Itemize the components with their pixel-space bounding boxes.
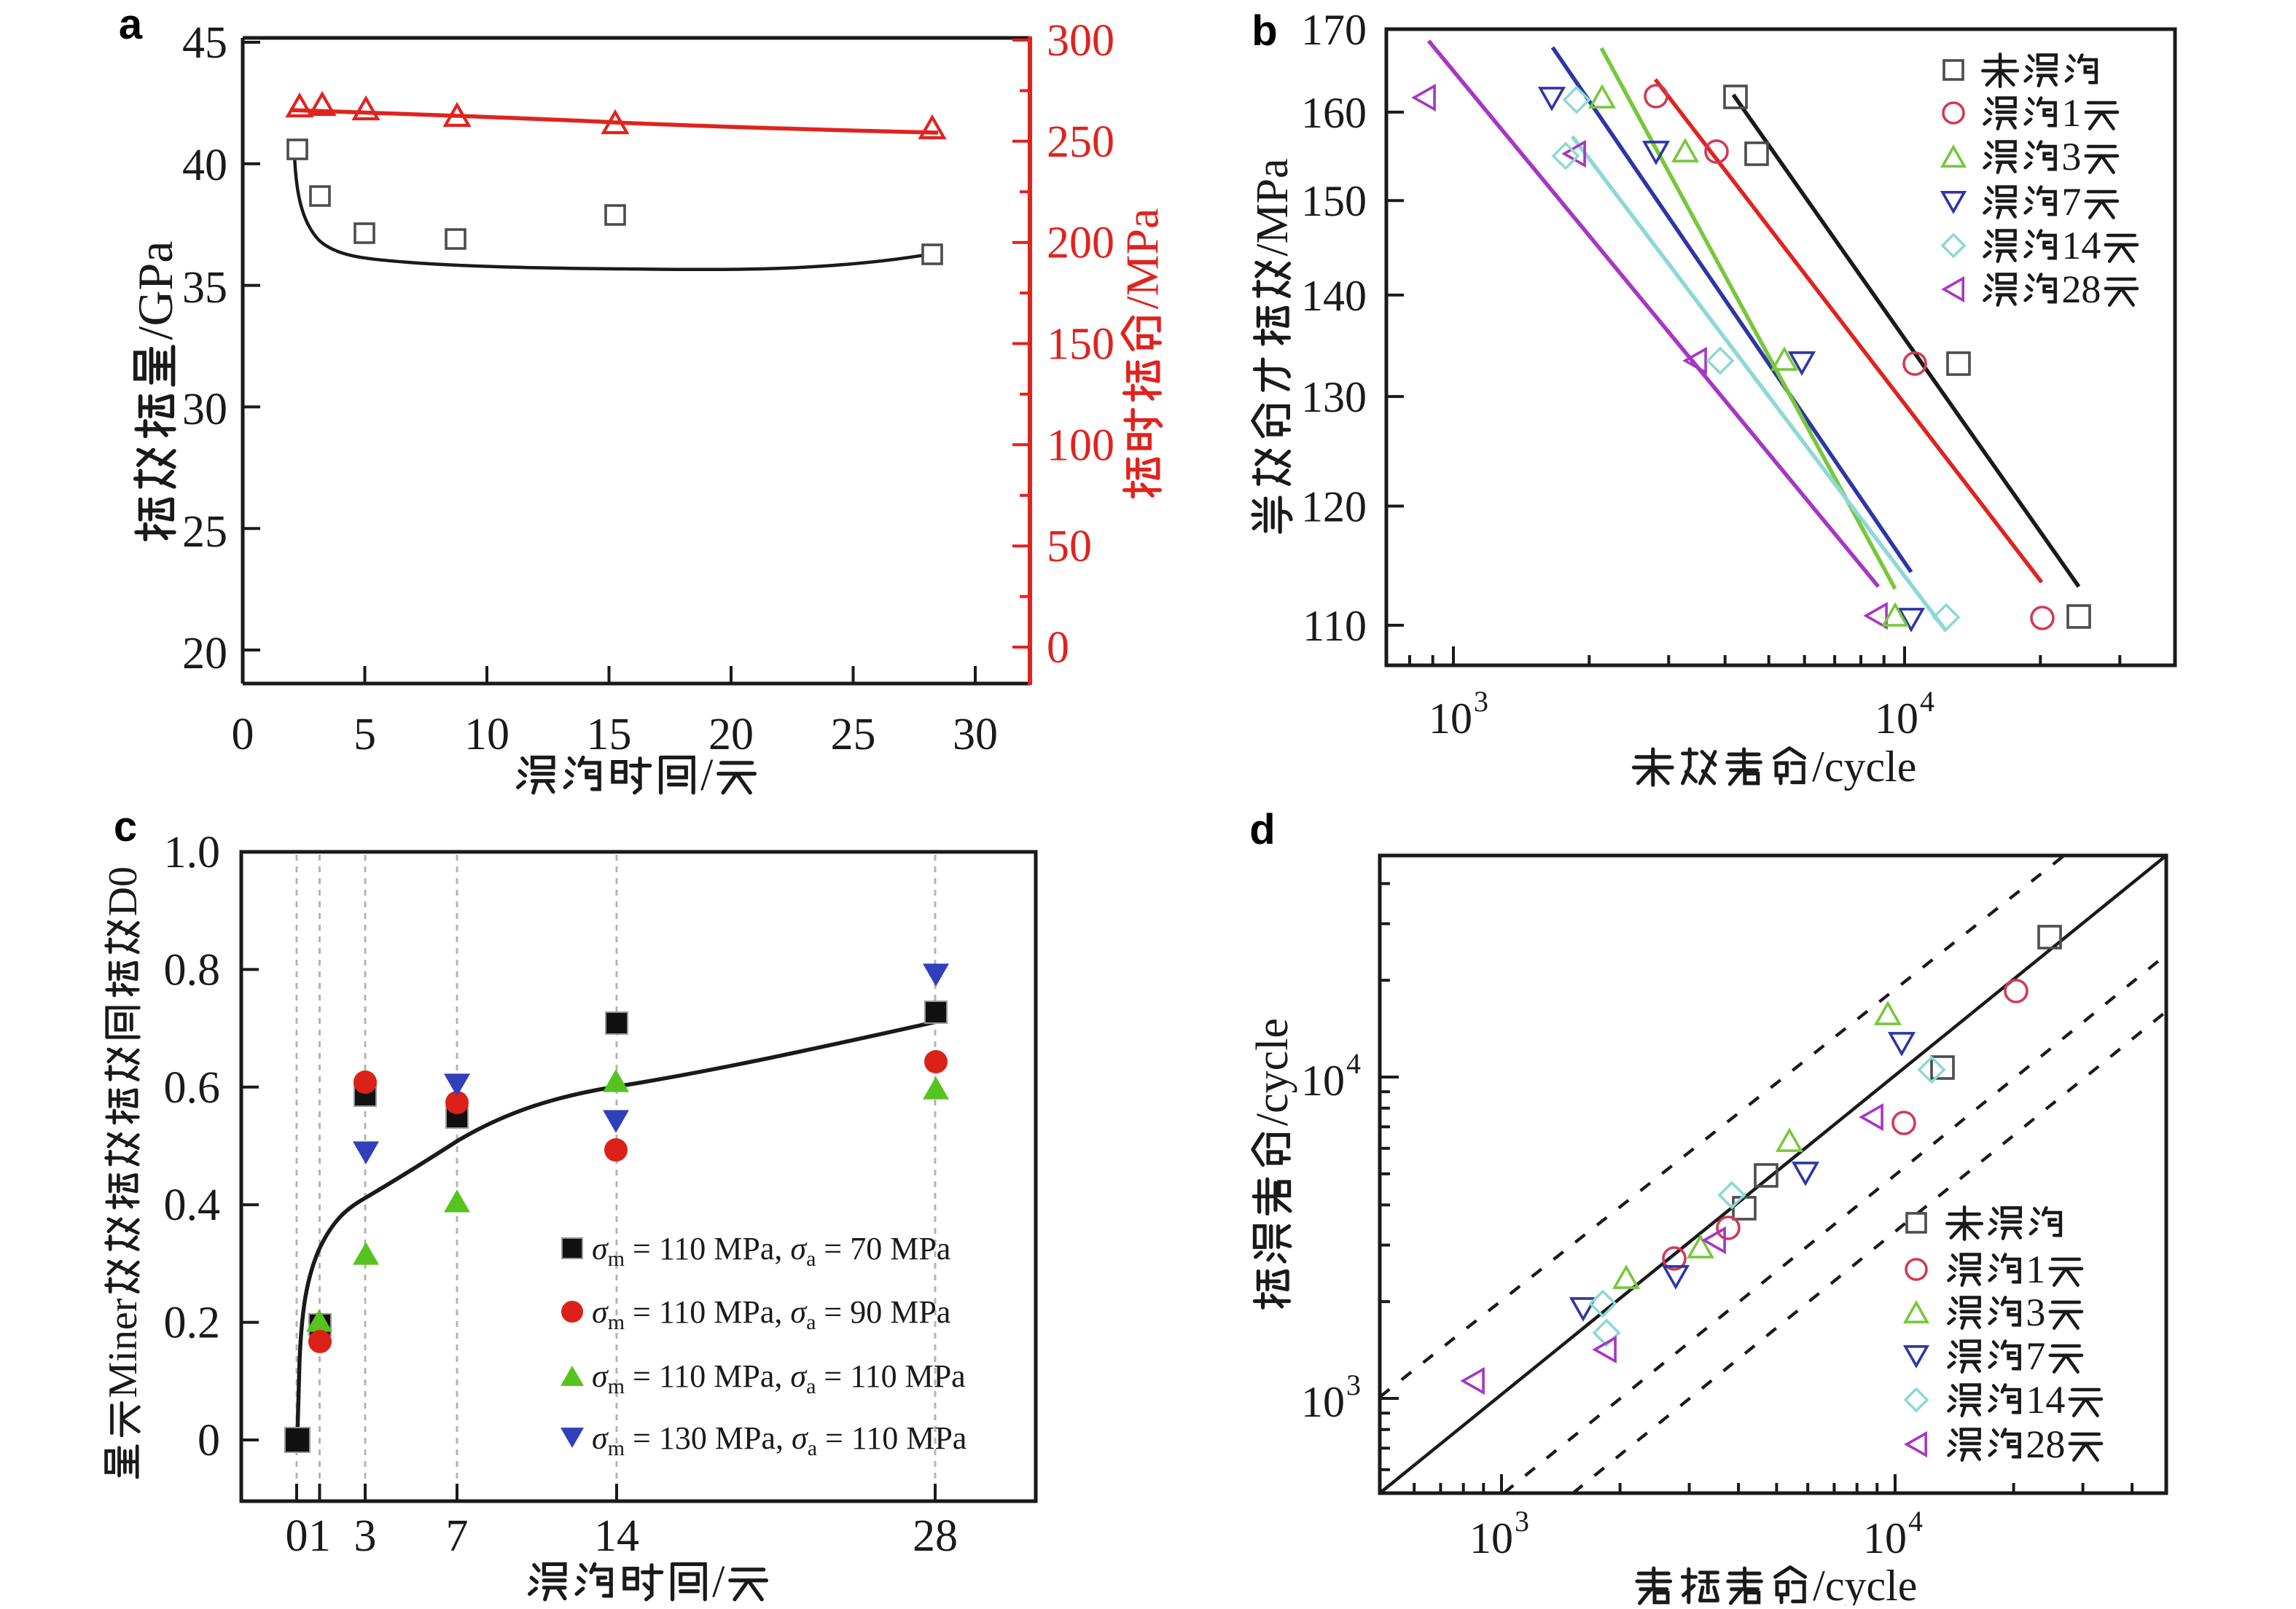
svg-text:/cycle: /cycle [1813,1562,1917,1605]
svg-text:160: 160 [1301,89,1367,137]
svg-text:3: 3 [354,1511,377,1561]
svg-text:D0: D0 [101,866,146,916]
svg-text:10: 10 [1863,1514,1907,1562]
svg-text:3: 3 [1474,685,1488,718]
svg-text:14: 14 [2061,224,2101,267]
svg-text:110: 110 [1303,602,1367,650]
svg-text:200: 200 [1047,219,1114,268]
svg-text:0.4: 0.4 [164,1181,221,1230]
svg-text:15: 15 [587,710,632,759]
svg-text:a: a [119,1,143,48]
svg-text:5: 5 [354,710,376,759]
svg-text:250: 250 [1047,117,1114,167]
svg-text:130: 130 [1301,373,1367,421]
svg-text:/: / [712,1557,725,1605]
svg-text:100: 100 [1047,420,1114,470]
svg-text:/cycle: /cycle [1812,743,1916,791]
svg-text:/cycle: /cycle [1248,1018,1297,1126]
svg-text:σm = 110 MPa, σa = 70 MPa: σm = 110 MPa, σa = 70 MPa [592,1231,950,1271]
svg-text:20: 20 [708,710,754,759]
svg-text:7: 7 [2061,180,2081,224]
svg-text:/GPa: /GPa [128,241,183,340]
svg-text:3: 3 [1346,1369,1361,1401]
svg-text:10: 10 [1469,1514,1513,1562]
svg-text:Miner: Miner [101,1298,146,1398]
svg-text:10: 10 [1875,694,1918,743]
svg-text:10: 10 [464,710,509,759]
svg-text:7: 7 [2026,1334,2045,1378]
svg-text:30: 30 [953,710,998,759]
svg-text:/MPa: /MPa [1116,208,1168,310]
svg-text:σm = 130 MPa, σa = 110 MPa: σm = 130 MPa, σa = 110 MPa [592,1420,967,1460]
svg-text:28: 28 [2026,1422,2065,1466]
svg-text:140: 140 [1301,272,1367,320]
svg-text:1.0: 1.0 [164,828,221,877]
svg-text:0.2: 0.2 [164,1299,221,1348]
svg-text:3: 3 [1515,1505,1529,1538]
svg-text:4: 4 [1346,1047,1361,1080]
svg-text:0.8: 0.8 [164,945,221,995]
svg-text:3: 3 [2026,1291,2045,1334]
svg-text:b: b [1252,7,1277,55]
svg-text:d: d [1249,806,1275,853]
svg-text:10: 10 [1301,1378,1345,1426]
svg-text:300: 300 [1047,16,1114,66]
svg-text:28: 28 [913,1511,958,1561]
svg-text:3: 3 [2061,135,2081,179]
svg-text:10: 10 [1301,1057,1345,1105]
svg-text:σm = 110 MPa, σa = 90 MPa: σm = 110 MPa, σa = 90 MPa [592,1294,950,1334]
svg-text:/MPa: /MPa [1248,158,1297,256]
svg-text:c: c [114,803,137,850]
svg-text:4: 4 [1920,685,1934,718]
svg-text:4: 4 [1908,1505,1923,1538]
svg-text:1: 1 [2061,91,2081,135]
svg-text:150: 150 [1047,320,1114,369]
svg-text:28: 28 [2061,267,2101,311]
svg-text:170: 170 [1301,6,1367,54]
svg-text:0: 0 [286,1511,308,1561]
svg-text:0: 0 [232,710,254,759]
svg-text:35: 35 [182,263,227,313]
svg-text:0.6: 0.6 [164,1063,221,1113]
svg-text:120: 120 [1301,483,1367,531]
svg-text:14: 14 [594,1511,639,1561]
svg-text:45: 45 [182,18,227,68]
svg-text:14: 14 [2026,1378,2065,1422]
svg-text:150: 150 [1301,177,1367,225]
svg-text:σm = 110 MPa, σa = 110 MPa: σm = 110 MPa, σa = 110 MPa [592,1358,966,1398]
svg-text:20: 20 [182,629,227,678]
svg-text:40: 40 [182,141,227,190]
svg-text:50: 50 [1047,522,1092,571]
svg-text:25: 25 [831,710,876,759]
svg-text:0: 0 [198,1416,220,1465]
svg-text:7: 7 [446,1511,469,1561]
svg-text:10: 10 [1429,694,1472,743]
svg-text:1: 1 [2026,1248,2045,1291]
svg-text:0: 0 [1047,623,1069,673]
svg-text:1: 1 [308,1511,331,1561]
svg-text:/: / [700,751,714,800]
svg-text:25: 25 [182,507,227,557]
svg-text:30: 30 [182,385,227,434]
